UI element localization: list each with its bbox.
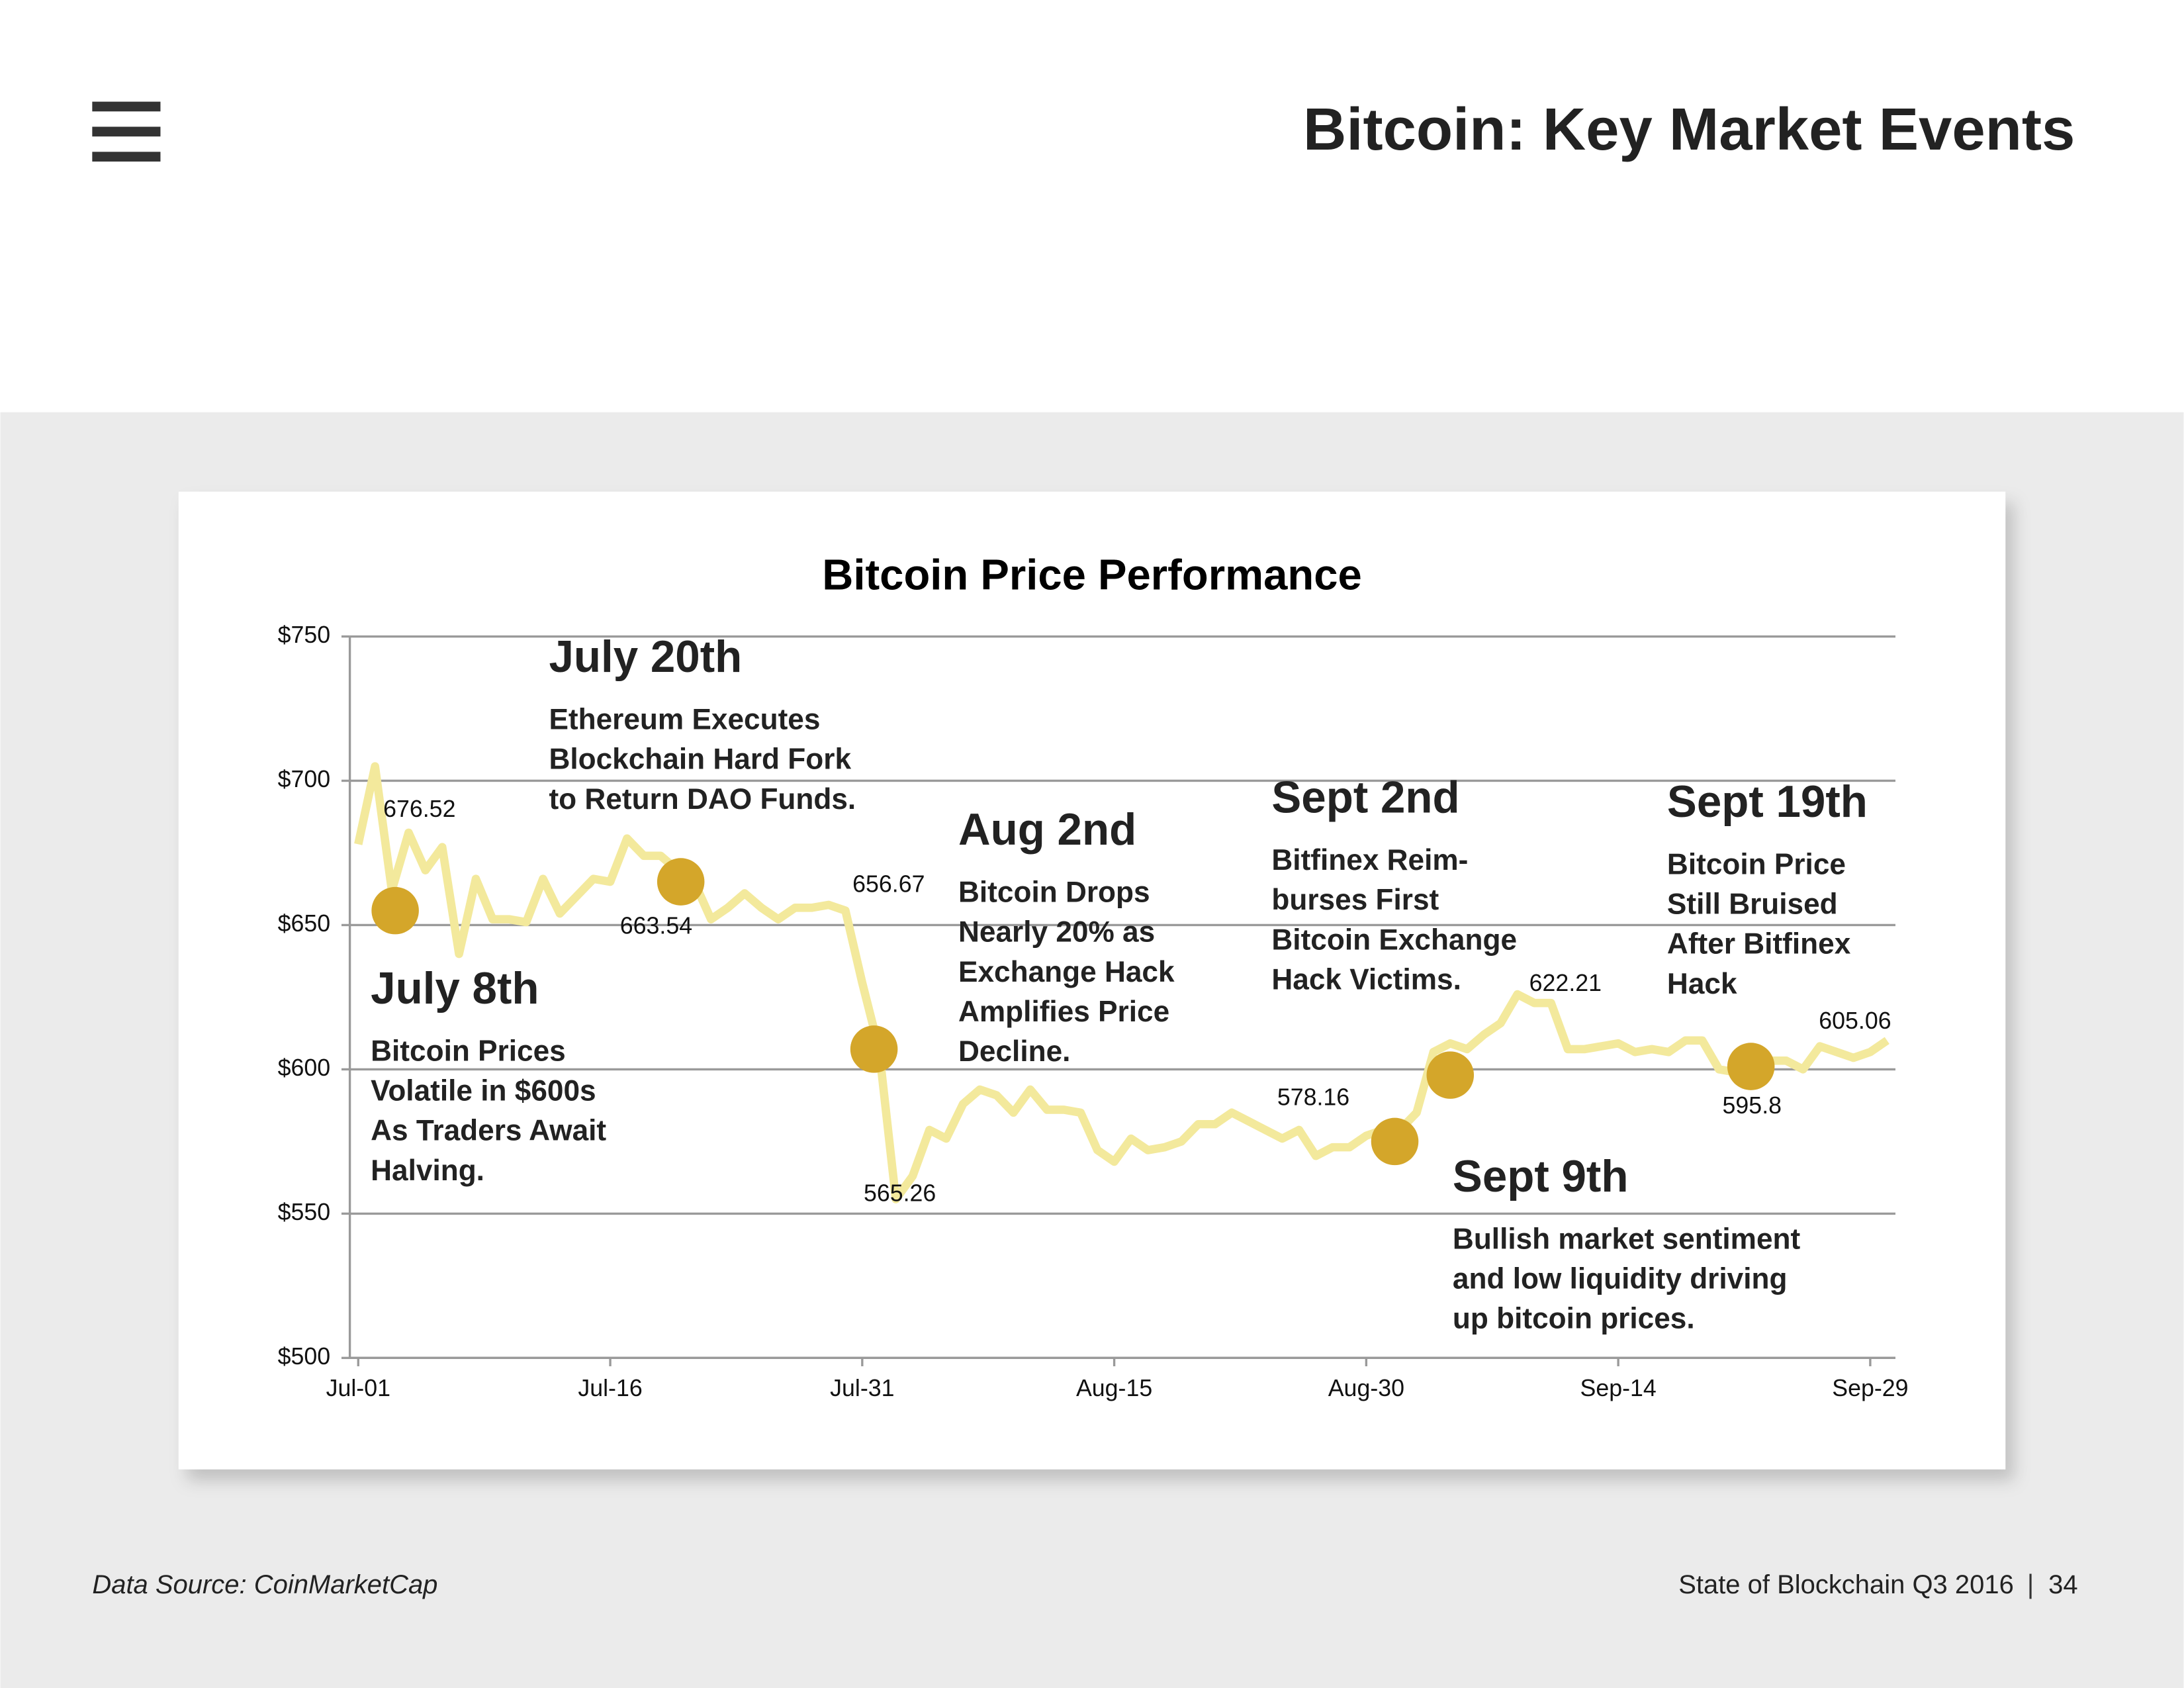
event-text: Decline. [958, 1035, 1070, 1068]
event-text: Volatile in $600s [371, 1074, 596, 1107]
event-text: up bitcoin prices. [1453, 1303, 1695, 1335]
page-title: Bitcoin: Key Market Events [1303, 96, 2075, 163]
x-tick-label: Jul-16 [578, 1375, 642, 1401]
event-text: burses First [1271, 884, 1439, 916]
price-label: 663.54 [620, 913, 692, 939]
event-text: Bitcoin Exchange [1271, 923, 1517, 956]
event-title: Sept 19th [1667, 777, 1868, 827]
x-tick-label: Aug-15 [1076, 1375, 1152, 1401]
event-marker [1426, 1051, 1475, 1099]
x-tick-label: Aug-30 [1328, 1375, 1404, 1401]
menu-bar [92, 126, 161, 137]
y-tick-label: $500 [278, 1343, 331, 1370]
menu-bar [92, 152, 161, 162]
price-label: 595.8 [1723, 1092, 1782, 1119]
y-tick-label: $650 [278, 910, 331, 937]
event-text: Hack [1667, 968, 1737, 1000]
y-tick-label: $700 [278, 766, 331, 792]
event-title: July 8th [371, 964, 539, 1013]
event-text: Amplifies Price [958, 996, 1169, 1028]
y-tick-label: $550 [278, 1199, 331, 1225]
plot: $500 $550 $600 $650 $700 $750 Jul-01 Jul-16 Jul-… [278, 622, 1909, 1401]
event-text: Ethereum Executes [549, 704, 820, 736]
chart-card [178, 491, 2006, 1470]
price-label: 578.16 [1277, 1084, 1349, 1110]
event-text: Bitcoin Drops [958, 876, 1150, 908]
event-text: to Return DAO Funds. [549, 783, 856, 816]
event-text: Bullish market sentiment [1453, 1223, 1801, 1255]
footer-page: 34 [2048, 1570, 2077, 1599]
event-marker [850, 1025, 898, 1073]
event-title: Sept 2nd [1271, 773, 1459, 823]
x-tick-label: Jul-31 [830, 1375, 894, 1401]
event-text: Bitfinex Reim- [1271, 844, 1468, 876]
price-label: 605.06 [1819, 1008, 1891, 1034]
event-text: As Traders Await [371, 1115, 606, 1147]
event-text: and low liquidity driving [1453, 1262, 1788, 1295]
y-tick-label: $750 [278, 622, 331, 648]
event-text: Nearly 20% as [958, 916, 1155, 949]
event-title: July 20th [549, 632, 742, 682]
menu-icon[interactable] [92, 101, 161, 162]
event-text: Blockchain Hard Fork [549, 743, 851, 776]
event-text: Hack Victims. [1271, 964, 1461, 996]
event-marker [371, 886, 419, 935]
menu-bar [92, 101, 161, 112]
event-text: Bitcoin Prices [371, 1035, 566, 1067]
x-tick-label: Jul-01 [326, 1375, 390, 1401]
event-text: After Bitfinex [1667, 928, 1851, 961]
price-label: 565.26 [864, 1180, 936, 1207]
event-marker [1727, 1043, 1775, 1090]
footer-source: Data Source: CoinMarketCap [92, 1570, 437, 1599]
price-label: 622.21 [1529, 970, 1602, 996]
price-line [354, 762, 1889, 1203]
event-title: Aug 2nd [958, 805, 1136, 855]
y-tick-label: $600 [278, 1055, 331, 1081]
x-tick-label: Sep-14 [1580, 1375, 1656, 1401]
footer-report: State of Blockchain Q3 2016 [1678, 1570, 2014, 1599]
event-text: Still Bruised [1667, 888, 1838, 921]
event-title: Sept 9th [1453, 1152, 1629, 1201]
price-label: 676.52 [383, 796, 455, 822]
event-text: Halving. [371, 1154, 484, 1187]
event-marker [1371, 1117, 1419, 1166]
price-label: 656.67 [852, 871, 925, 898]
event-text: Exchange Hack [958, 956, 1175, 988]
event-marker [657, 858, 705, 906]
chart-title: Bitcoin Price Performance [822, 550, 1362, 598]
x-tick-label: Sep-29 [1832, 1375, 1908, 1401]
event-text: Bitcoin Price [1667, 848, 1846, 880]
